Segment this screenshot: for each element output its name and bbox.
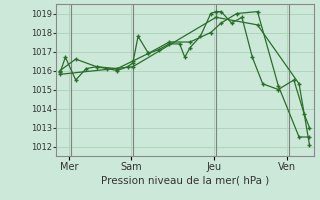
X-axis label: Pression niveau de la mer( hPa ): Pression niveau de la mer( hPa ) — [101, 176, 269, 186]
